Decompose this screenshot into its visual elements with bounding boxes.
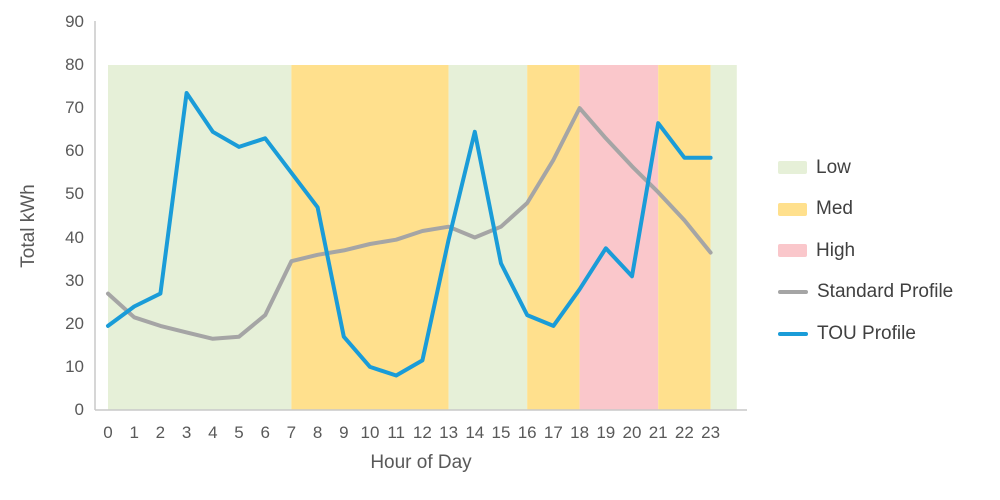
x-tick-label: 12 [412,423,432,442]
legend-swatch-rect [778,161,807,175]
y-tick-label: 10 [65,356,84,376]
legend-item-low: Low [778,147,953,189]
x-tick-label: 14 [465,423,485,442]
y-tick-label: 80 [65,55,84,74]
y-tick-label: 20 [65,313,84,333]
x-axis-title: Hour of Day [370,452,472,473]
legend-label: TOU Profile [817,322,916,344]
x-tick-label: 11 [387,423,406,442]
x-tick-label: 1 [129,423,139,442]
x-tick-label: 10 [360,423,380,442]
band-med [527,65,580,410]
legend-item-med: Med [778,189,953,231]
x-tick-label: 18 [570,423,590,442]
legend-swatch-line [778,290,808,295]
x-tick-label: 22 [674,423,694,442]
chart-legend: Low Med High Standard Profile TOU Profile [778,147,953,355]
x-tick-label: 0 [103,423,113,442]
legend-swatch-rect [778,244,807,258]
x-tick-label: 4 [208,423,218,442]
y-tick-label: 70 [65,98,84,118]
band-low [108,65,292,410]
legend-item-high: High [778,230,953,272]
x-tick-label: 13 [439,423,459,442]
x-tick-label: 16 [517,423,537,442]
x-tick-label: 9 [339,423,349,442]
x-tick-label: 17 [543,423,563,442]
legend-label: Med [816,198,853,220]
band-med [291,65,449,410]
band-low [710,65,737,410]
x-tick-label: 15 [491,423,511,442]
x-tick-label: 2 [155,423,166,442]
x-tick-label: 7 [286,423,297,442]
x-tick-label: 20 [622,423,642,442]
x-tick-label: 21 [648,423,668,442]
y-tick-label: 30 [65,270,84,290]
x-tick-label: 23 [701,423,721,442]
y-tick-label: 50 [65,184,84,204]
legend-item-standard-profile: Standard Profile [778,272,953,314]
x-tick-label: 6 [260,423,270,442]
tou-profile-line [106,91,713,378]
band-high [579,65,659,410]
legend-label: Low [816,156,851,178]
y-axis-title: Total kWh [18,184,39,268]
x-tick-label: 19 [596,423,616,442]
legend-label: High [816,239,856,261]
band-med [658,65,711,410]
y-tick-label: 90 [65,11,84,31]
standard-profile-line [106,106,713,341]
legend-label: Standard Profile [817,281,954,303]
y-tick-label: 0 [74,400,84,419]
y-tick-label: 40 [65,227,84,247]
legend-swatch-line [778,331,808,336]
band-low [448,65,528,410]
legend-swatch-rect [778,202,807,216]
x-tick-label: 3 [181,423,192,442]
legend-item-tou-profile: TOU Profile [778,313,953,355]
x-tick-label: 5 [234,423,244,442]
x-tick-label: 8 [312,423,323,442]
y-tick-label: 60 [65,141,84,161]
